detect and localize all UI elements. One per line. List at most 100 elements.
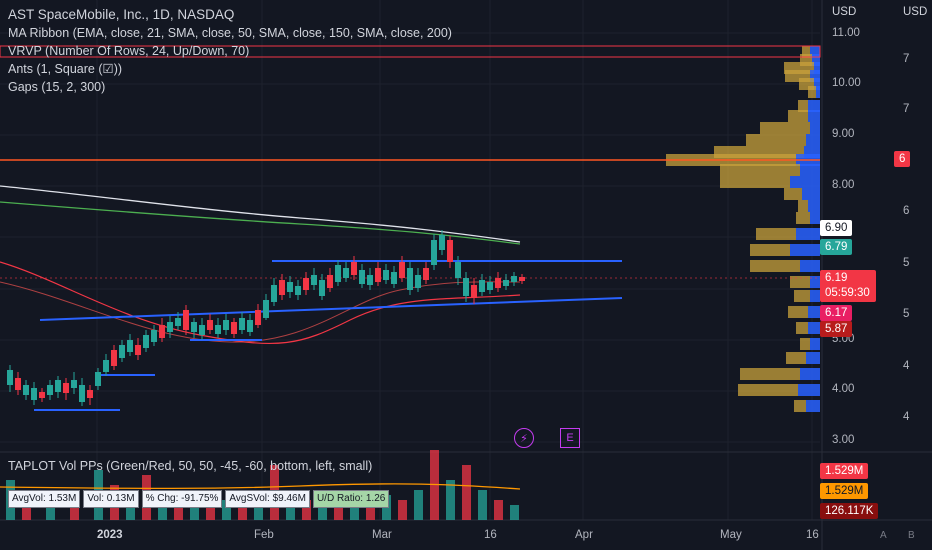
stat-vol: Vol: 0.13M xyxy=(83,490,139,508)
candle-body xyxy=(127,340,133,352)
candle-body xyxy=(431,240,437,265)
vrvp-bar-down xyxy=(786,352,806,364)
price-tag-587: 5.87 xyxy=(820,321,853,337)
split-event-icon[interactable]: ⚡ xyxy=(514,428,534,448)
candle-body xyxy=(63,383,69,393)
price-tag-679: 6.79 xyxy=(820,239,853,255)
vrvp-bar-up xyxy=(790,244,820,256)
log-scale-button[interactable]: B xyxy=(908,530,915,541)
volume-bar xyxy=(366,500,375,520)
candle-body xyxy=(231,322,237,334)
vrvp-bar-down xyxy=(740,368,800,380)
candle-body xyxy=(87,390,93,398)
candle-body xyxy=(143,335,149,348)
candle-body xyxy=(279,280,285,295)
price-tag-690: 6.90 xyxy=(820,220,853,236)
candle-body xyxy=(71,380,77,388)
candle-body xyxy=(263,300,269,318)
vrvp-bar-up xyxy=(798,384,820,396)
bar-countdown: 05:59:30 xyxy=(825,287,870,299)
right-axis-label: 6 xyxy=(903,205,910,217)
vrvp-bar-down xyxy=(798,200,808,212)
candle-body xyxy=(495,278,501,288)
vrvp-bar-up xyxy=(800,368,820,380)
candle-body xyxy=(239,318,245,330)
vrvp-bar-down xyxy=(788,306,808,318)
candle-body xyxy=(223,320,229,330)
vrvp-bar-down xyxy=(798,100,808,112)
vrvp-bar-up xyxy=(800,260,820,272)
candle-body xyxy=(271,285,277,302)
vrvp-bar-up xyxy=(810,122,820,134)
volume-bar xyxy=(462,465,471,520)
volume-indicator-title[interactable]: TAPLOT Vol PPs (Green/Red, 50, 50, -45, … xyxy=(8,459,373,473)
indicator-ma-ribbon[interactable]: MA Ribbon (EMA, close, 21, SMA, close, 5… xyxy=(8,26,452,40)
candle-body xyxy=(31,388,37,400)
vrvp-bar-up xyxy=(802,188,820,200)
vrvp-bar-up xyxy=(808,200,820,212)
candle-body xyxy=(519,277,525,281)
candle-body xyxy=(247,320,253,332)
vrvp-bar-down xyxy=(784,188,802,200)
channel-lower-line xyxy=(39,297,623,321)
price-axis-label: 4.00 xyxy=(832,383,855,395)
earnings-event-icon[interactable]: E xyxy=(560,428,580,448)
right-axis-label: 7 xyxy=(903,103,910,115)
right-axis-label: 7 xyxy=(903,53,910,65)
vrvp-bar-down xyxy=(720,176,790,188)
candle-body xyxy=(159,325,165,338)
vrvp-bar-up xyxy=(808,100,820,112)
indicator-vrvp[interactable]: VRVP (Number Of Rows, 24, Up/Down, 70) xyxy=(8,44,250,58)
vrvp-bar-down xyxy=(800,338,810,350)
candle-body xyxy=(39,392,45,398)
vrvp-bar-up xyxy=(814,62,820,74)
volume-tag-2: 1.529M xyxy=(820,483,869,499)
right-axis-label: 4 xyxy=(903,411,910,423)
vrvp-bar-up xyxy=(808,322,820,334)
volume-bar xyxy=(302,500,311,520)
vrvp-bar-up xyxy=(790,176,820,188)
candle-body xyxy=(15,378,21,390)
vrvp-bar-down xyxy=(750,244,790,256)
candle-body xyxy=(439,235,445,250)
vrvp-bar-down xyxy=(794,400,806,412)
price-tag-617: 6.17 xyxy=(820,305,853,321)
candle-body xyxy=(199,325,205,335)
time-axis-label: Feb xyxy=(254,529,274,541)
vrvp-bar-up xyxy=(810,290,820,302)
candle-body xyxy=(295,286,301,295)
gap-zone xyxy=(0,45,821,58)
candle-body xyxy=(423,268,429,280)
candle-body xyxy=(327,275,333,288)
candle-body xyxy=(151,330,157,342)
vrvp-bar-down xyxy=(750,260,800,272)
currency-label-right[interactable]: USD xyxy=(903,6,928,18)
candle-body xyxy=(95,372,101,386)
auto-scale-button[interactable]: A xyxy=(880,530,887,541)
vrvp-bar-down xyxy=(788,110,808,122)
candle-body xyxy=(447,240,453,262)
volume-bar xyxy=(494,500,503,520)
vrvp-bar-up xyxy=(810,276,820,288)
vrvp-bar-up xyxy=(796,228,820,240)
indicator-gaps[interactable]: Gaps (15, 2, 300) xyxy=(8,80,106,94)
time-axis-label: 16 xyxy=(806,529,819,541)
stat-pct-change: % Chg: -91.75% xyxy=(141,490,223,508)
volume-bar xyxy=(446,480,455,520)
vrvp-bar-down xyxy=(760,122,810,134)
time-axis-label: 16 xyxy=(484,529,497,541)
candle-body xyxy=(343,268,349,278)
candle-body xyxy=(135,345,141,355)
currency-label-left[interactable]: USD xyxy=(832,6,857,18)
indicator-ants[interactable]: Ants (1, Square (☑)) xyxy=(8,62,123,76)
candle-body xyxy=(375,268,381,282)
price-axis-label: 8.00 xyxy=(832,179,855,191)
symbol-title[interactable]: AST SpaceMobile, Inc., 1D, NASDAQ xyxy=(8,7,235,22)
ema-21-line xyxy=(0,261,521,345)
candle-body xyxy=(207,320,213,330)
candle-body xyxy=(503,280,509,286)
candle-body xyxy=(103,360,109,372)
volume-stats: AvgVol: 1.53M Vol: 0.13M % Chg: -91.75% … xyxy=(8,490,390,508)
candle-body xyxy=(471,285,477,298)
candle-body xyxy=(55,380,61,392)
